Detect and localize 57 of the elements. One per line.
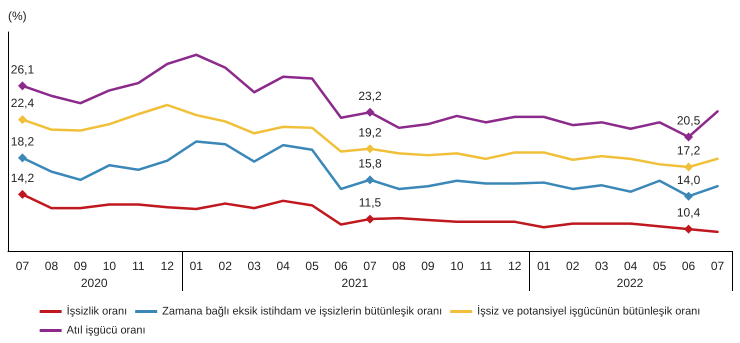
point: [18, 190, 27, 199]
x-tick-label: 09: [421, 259, 435, 273]
legend-label: Zamana bağlı eksik istihdam ve işsizlerin bütünleşik oranı: [162, 306, 442, 318]
x-tick-label: 02: [218, 259, 232, 273]
x-tick-label: 05: [652, 259, 667, 273]
point: [18, 153, 27, 162]
x-tick-label: 02: [566, 259, 580, 273]
point: [18, 115, 27, 124]
text: 2022: [616, 276, 644, 290]
x-tick-label: 07: [16, 259, 30, 273]
x-tick-label: 01: [190, 259, 204, 273]
x-tick-label: 05: [305, 259, 320, 273]
point: [684, 224, 694, 234]
legend-label: İşsizlik oranı: [66, 304, 128, 318]
data-label: 11,5: [358, 196, 382, 210]
data-label: 18,2: [10, 134, 34, 148]
legend-label: İşsiz ve potansiyel işgücünün bütünleşik oranı: [477, 304, 700, 318]
data-label: 10,4: [676, 206, 701, 220]
x-tick-label: 07: [710, 259, 725, 273]
data-label: 20,5: [676, 113, 701, 128]
x-tick-label: 12: [508, 259, 522, 273]
x-tick-label: 04: [276, 259, 290, 273]
text: 2020: [80, 276, 108, 290]
point: [366, 214, 374, 224]
x-tick-label: 11: [132, 259, 145, 273]
x-tick-label: 06: [334, 259, 348, 273]
x-tick-label: 09: [74, 259, 88, 273]
data-label: 14,0: [676, 172, 701, 187]
text: 2021: [342, 276, 369, 290]
x-tick-label: 10: [450, 259, 464, 273]
x-tick-label: 12: [160, 259, 174, 273]
legend-label: Atıl işgücü oranı: [66, 324, 146, 336]
x-tick-label: 01: [537, 259, 551, 273]
data-label: 22,4: [10, 96, 34, 110]
x-tick-label: 06: [682, 259, 696, 273]
x-tick-label: 03: [595, 259, 609, 273]
point: [18, 81, 27, 90]
data-label: 23,2: [358, 88, 382, 103]
x-tick-label: 11: [480, 259, 492, 273]
point: [684, 192, 694, 201]
x-tick-label: 03: [247, 259, 262, 273]
data-label: 26,1: [10, 62, 34, 76]
y-axis-title: (%): [8, 9, 27, 23]
x-tick-label: 04: [624, 259, 638, 273]
data-label: 17,2: [676, 144, 701, 158]
data-label: 19,2: [358, 125, 382, 140]
x-tick-label: 07: [363, 259, 377, 273]
point: [684, 162, 694, 172]
data-label: 15,8: [358, 156, 382, 170]
point: [366, 175, 374, 184]
point: [366, 108, 374, 117]
x-tick-label: 08: [392, 259, 406, 273]
x-tick-label: 08: [44, 259, 58, 273]
data-label: 14,2: [10, 170, 34, 185]
point: [684, 132, 694, 142]
point: [366, 144, 374, 154]
x-tick-label: 10: [102, 259, 116, 273]
